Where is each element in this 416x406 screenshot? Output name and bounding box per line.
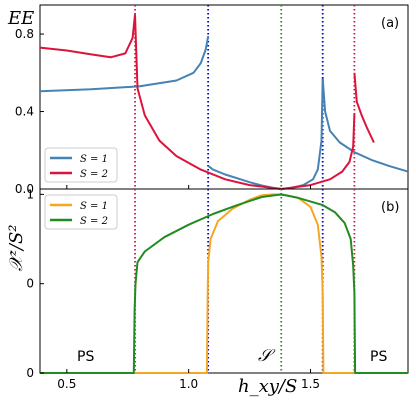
top-y-ticks: 0.0 0.4 0.8 [15, 27, 44, 196]
bottom-panel-tag: (b) [381, 200, 399, 215]
region-label-right: PS [370, 349, 387, 365]
xtick-label-0: 0.5 [57, 377, 76, 391]
top-ylabel: EE [7, 8, 34, 29]
top-legend: S = 1 S = 2 [44, 147, 118, 183]
bottom-y-ticks: 0 0 1 [26, 187, 44, 380]
top-series-2-segment-3 [353, 72, 375, 143]
top-series-2-segment-1 [134, 14, 282, 190]
bottom-ylabel: 𝒳ᶻ/S² [6, 224, 27, 271]
bottom-legend-label-s1: S = 1 [80, 201, 108, 212]
top-series-1-segment-2 [281, 78, 324, 190]
top-panel: 0.0 0.4 0.8 EE (a) S = 1 S = 2 [7, 4, 409, 196]
bottom-series [40, 193, 408, 374]
top-series-1-segment-3 [321, 78, 409, 173]
x-axis-label: h_xy/S [238, 376, 297, 397]
top-ytick-label-1: 0.4 [15, 105, 34, 119]
region-label-middle: 𝒮 [258, 346, 276, 366]
top-series-2-segment-2 [281, 113, 356, 190]
bottom-ytick-label-1: 0 [26, 277, 34, 291]
bottom-ytick-label-2: 1 [26, 187, 34, 201]
top-series-2-segment-0 [39, 14, 136, 59]
bottom-legend-label-s2: S = 2 [80, 216, 108, 227]
region-label-left: PS [77, 349, 94, 365]
top-legend-label-s2: S = 2 [80, 169, 108, 180]
bottom-panel: 0 0 1 0.5 1.0 1.5 𝒳ᶻ/S² (b) PS 𝒮 PS S = 1 S … [6, 185, 409, 397]
xtick-label-2: 1.5 [301, 377, 320, 391]
top-series-1-segment-0 [39, 35, 210, 93]
bottom-legend: S = 1 S = 2 [44, 194, 118, 230]
top-series [39, 14, 409, 190]
top-panel-tag: (a) [381, 16, 399, 31]
top-ytick-label-0: 0.0 [15, 182, 34, 196]
top-legend-label-s1: S = 1 [80, 154, 108, 165]
bottom-series-1 [40, 193, 408, 374]
bottom-series-2 [40, 193, 408, 374]
top-ytick-label-2: 0.8 [15, 27, 34, 41]
x-ticks: 0.5 1.0 1.5 [57, 185, 320, 391]
bottom-ytick-label-0: 0 [26, 366, 34, 380]
xtick-label-1: 1.0 [179, 377, 198, 391]
bottom-panel-frame [39, 188, 409, 374]
